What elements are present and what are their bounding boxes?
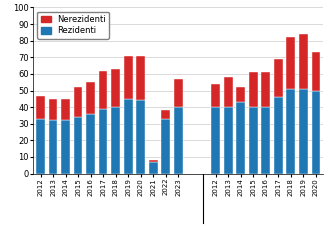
Bar bbox=[286, 89, 295, 174]
Bar bbox=[86, 114, 95, 174]
Bar bbox=[99, 109, 108, 174]
Bar bbox=[261, 72, 270, 107]
Bar bbox=[249, 107, 258, 174]
Bar bbox=[49, 99, 57, 121]
Bar bbox=[136, 56, 145, 100]
Bar bbox=[299, 89, 308, 174]
Bar bbox=[111, 69, 120, 107]
Bar bbox=[86, 82, 95, 114]
Bar bbox=[111, 107, 120, 174]
Bar bbox=[36, 95, 45, 119]
Bar bbox=[299, 34, 308, 89]
Bar bbox=[212, 107, 220, 174]
Legend: Nerezidenti, Rezidenti: Nerezidenti, Rezidenti bbox=[37, 12, 109, 39]
Bar bbox=[286, 37, 295, 89]
Bar bbox=[161, 110, 170, 119]
Bar bbox=[312, 52, 320, 91]
Bar bbox=[224, 107, 233, 174]
Bar bbox=[174, 79, 182, 107]
Bar bbox=[61, 121, 70, 174]
Bar bbox=[174, 107, 182, 174]
Bar bbox=[61, 99, 70, 121]
Bar bbox=[261, 107, 270, 174]
Bar bbox=[274, 97, 283, 174]
Bar bbox=[312, 91, 320, 174]
Bar bbox=[161, 119, 170, 174]
Bar bbox=[74, 87, 82, 117]
Bar bbox=[236, 102, 245, 174]
Bar bbox=[149, 162, 157, 174]
Bar bbox=[124, 99, 133, 174]
Bar bbox=[36, 119, 45, 174]
Bar bbox=[274, 59, 283, 97]
Bar bbox=[99, 71, 108, 109]
Bar bbox=[136, 100, 145, 174]
Bar bbox=[74, 117, 82, 174]
Bar bbox=[212, 84, 220, 107]
Bar bbox=[249, 72, 258, 107]
Bar bbox=[49, 121, 57, 174]
Bar bbox=[149, 160, 157, 162]
Bar bbox=[236, 87, 245, 102]
Bar bbox=[224, 77, 233, 107]
Bar bbox=[124, 56, 133, 99]
